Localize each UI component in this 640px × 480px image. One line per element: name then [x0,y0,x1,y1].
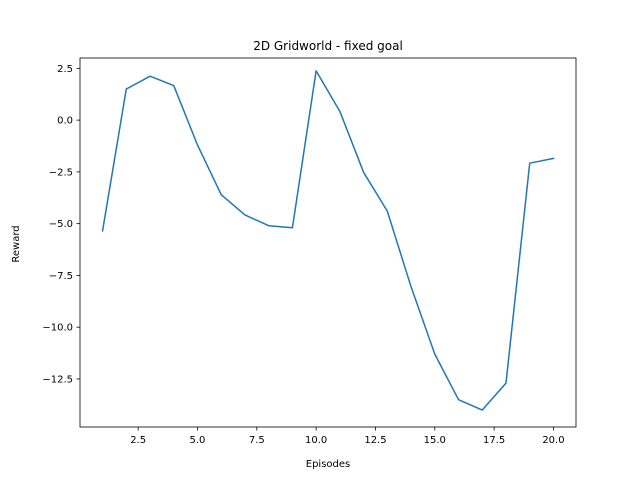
y-tick-label: −7.5 [49,271,73,282]
y-tick-label: −2.5 [49,167,73,178]
x-tick-label: 20.0 [542,435,564,446]
axes-frame [79,57,577,428]
x-tick-label: 12.5 [364,435,386,446]
chart-title: 2D Gridworld - fixed goal [253,39,403,53]
y-tick-label: −10.0 [42,323,73,334]
y-tick-label: −5.0 [49,219,73,230]
y-tick-label: 0.0 [57,116,73,127]
x-axis-label: Episodes [306,459,350,470]
y-tick-label: 2.5 [57,64,73,75]
x-tick-label: 10.0 [305,435,327,446]
y-tick-label: −12.5 [42,374,73,385]
series-line-0 [101,70,555,411]
x-tick-label: 17.5 [483,435,505,446]
plot-area: 2.5 5.0 7.5 10.0 12.5 15.0 17.5 20.0 2.5 0.0 −2.5 −… [42,57,577,446]
x-tick-label: 5.0 [190,435,206,446]
x-tick-label: 2.5 [130,435,146,446]
x-tick-label: 15.0 [424,435,446,446]
x-tick-label: 7.5 [249,435,265,446]
y-axis-label: Reward [11,225,22,262]
